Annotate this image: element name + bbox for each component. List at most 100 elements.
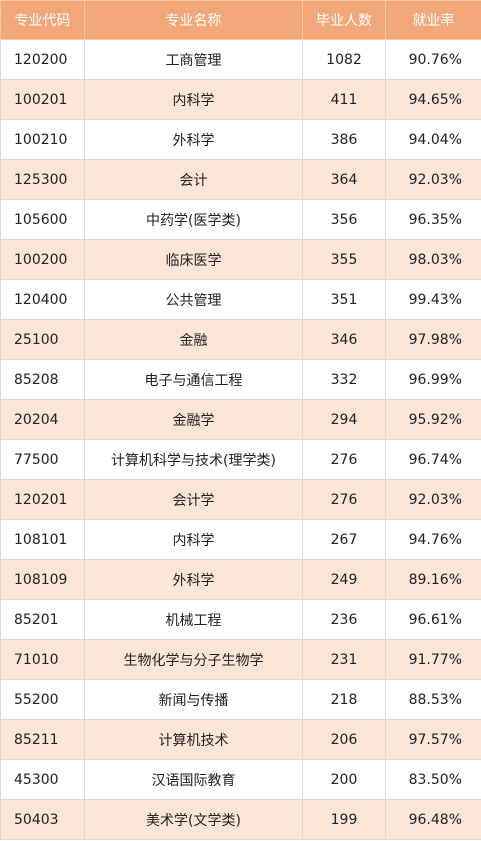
cell-employment-rate: 96.35% [385,199,481,240]
cell-name: 机械工程 [84,599,303,640]
table-row: 85211 计算机技术 206 97.57% [0,719,481,760]
cell-graduates: 267 [302,519,386,560]
cell-code: 85211 [0,719,85,760]
table-row: 120201 会计学 276 92.03% [0,479,481,520]
cell-graduates: 386 [302,119,386,160]
table-row: 25100 金融 346 97.98% [0,319,481,360]
cell-employment-rate: 97.57% [385,719,481,760]
cell-code: 120201 [0,479,85,520]
cell-employment-rate: 99.43% [385,279,481,320]
cell-employment-rate: 88.53% [385,679,481,720]
cell-code: 100210 [0,119,85,160]
cell-graduates: 249 [302,559,386,600]
cell-graduates: 355 [302,239,386,280]
column-header-graduates: 毕业人数 [302,0,386,40]
cell-employment-rate: 94.04% [385,119,481,160]
table-row: 120200 工商管理 1082 90.76% [0,39,481,80]
cell-code: 100201 [0,79,85,120]
table-row: 50403 美术学(文学类) 199 96.48% [0,799,481,840]
cell-employment-rate: 83.50% [385,759,481,800]
cell-code: 45300 [0,759,85,800]
table-body: 120200 工商管理 1082 90.76% 100201 内科学 411 94.65% 10… [0,39,481,840]
table-row: 77500 计算机科学与技术(理学类) 276 96.74% [0,439,481,480]
column-header-name: 专业名称 [84,0,303,40]
cell-code: 20204 [0,399,85,440]
cell-name: 会计学 [84,479,303,520]
cell-name: 美术学(文学类) [84,799,303,840]
cell-name: 外科学 [84,119,303,160]
cell-code: 85208 [0,359,85,400]
cell-code: 108109 [0,559,85,600]
cell-graduates: 218 [302,679,386,720]
cell-employment-rate: 89.16% [385,559,481,600]
cell-employment-rate: 94.76% [385,519,481,560]
table-row: 108109 外科学 249 89.16% [0,559,481,600]
cell-name: 计算机科学与技术(理学类) [84,439,303,480]
cell-graduates: 1082 [302,39,386,80]
cell-name: 公共管理 [84,279,303,320]
table-row: 108101 内科学 267 94.76% [0,519,481,560]
cell-graduates: 356 [302,199,386,240]
cell-employment-rate: 97.98% [385,319,481,360]
cell-code: 50403 [0,799,85,840]
cell-employment-rate: 91.77% [385,639,481,680]
cell-code: 71010 [0,639,85,680]
cell-graduates: 206 [302,719,386,760]
table-row: 105600 中药学(医学类) 356 96.35% [0,199,481,240]
cell-graduates: 236 [302,599,386,640]
cell-name: 电子与通信工程 [84,359,303,400]
cell-graduates: 351 [302,279,386,320]
cell-employment-rate: 96.48% [385,799,481,840]
table-row: 125300 会计 364 92.03% [0,159,481,200]
cell-employment-rate: 96.99% [385,359,481,400]
table-row: 100200 临床医学 355 98.03% [0,239,481,280]
table-row: 20204 金融学 294 95.92% [0,399,481,440]
cell-graduates: 294 [302,399,386,440]
cell-code: 108101 [0,519,85,560]
table-row: 55200 新闻与传播 218 88.53% [0,679,481,720]
cell-graduates: 364 [302,159,386,200]
column-header-employment-rate: 就业率 [385,0,481,40]
table-row: 100210 外科学 386 94.04% [0,119,481,160]
cell-graduates: 346 [302,319,386,360]
cell-name: 金融 [84,319,303,360]
cell-graduates: 276 [302,479,386,520]
cell-graduates: 276 [302,439,386,480]
cell-graduates: 411 [302,79,386,120]
cell-name: 计算机技术 [84,719,303,760]
table-row: 71010 生物化学与分子生物学 231 91.77% [0,639,481,680]
cell-employment-rate: 94.65% [385,79,481,120]
cell-employment-rate: 90.76% [385,39,481,80]
cell-graduates: 199 [302,799,386,840]
cell-employment-rate: 96.61% [385,599,481,640]
table-row: 100201 内科学 411 94.65% [0,79,481,120]
cell-code: 125300 [0,159,85,200]
cell-graduates: 332 [302,359,386,400]
cell-name: 中药学(医学类) [84,199,303,240]
cell-employment-rate: 95.92% [385,399,481,440]
cell-code: 120400 [0,279,85,320]
cell-name: 临床医学 [84,239,303,280]
cell-name: 金融学 [84,399,303,440]
cell-name: 工商管理 [84,39,303,80]
cell-code: 85201 [0,599,85,640]
cell-name: 汉语国际教育 [84,759,303,800]
table-row: 120400 公共管理 351 99.43% [0,279,481,320]
table-row: 85201 机械工程 236 96.61% [0,599,481,640]
cell-code: 100200 [0,239,85,280]
cell-employment-rate: 98.03% [385,239,481,280]
cell-name: 外科学 [84,559,303,600]
cell-code: 25100 [0,319,85,360]
cell-code: 55200 [0,679,85,720]
cell-name: 会计 [84,159,303,200]
cell-code: 105600 [0,199,85,240]
cell-name: 生物化学与分子生物学 [84,639,303,680]
cell-name: 新闻与传播 [84,679,303,720]
cell-name: 内科学 [84,79,303,120]
cell-graduates: 200 [302,759,386,800]
column-header-code: 专业代码 [0,0,85,40]
cell-code: 77500 [0,439,85,480]
table-header-row: 专业代码 专业名称 毕业人数 就业率 [0,0,481,40]
table-row: 85208 电子与通信工程 332 96.99% [0,359,481,400]
